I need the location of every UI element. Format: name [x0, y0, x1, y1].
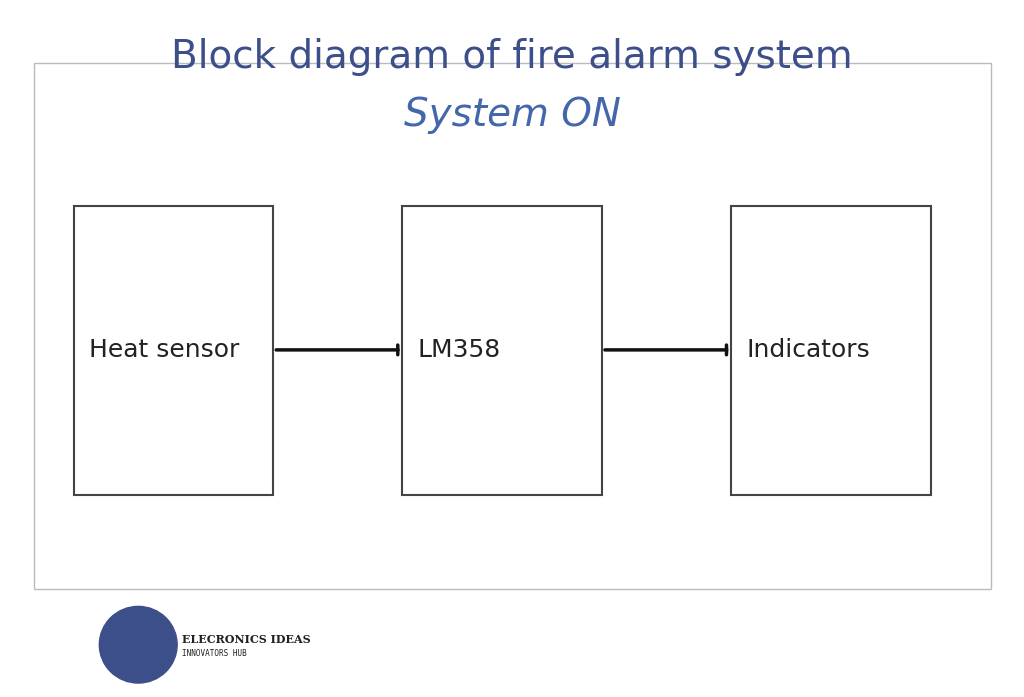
- Bar: [74, 206, 273, 495]
- Text: LM358: LM358: [418, 338, 501, 362]
- Bar: [731, 206, 931, 495]
- Text: Block diagram of fire alarm system: Block diagram of fire alarm system: [171, 38, 853, 76]
- Bar: [402, 206, 602, 495]
- Text: Indicators: Indicators: [746, 338, 870, 362]
- Text: System ON: System ON: [403, 96, 621, 134]
- Bar: [34, 63, 991, 589]
- Text: Heat sensor: Heat sensor: [89, 338, 240, 362]
- Text: ELECRONICS IDEAS: ELECRONICS IDEAS: [182, 634, 311, 645]
- Ellipse shape: [99, 606, 177, 683]
- Text: INNOVATORS HUB: INNOVATORS HUB: [182, 649, 247, 657]
